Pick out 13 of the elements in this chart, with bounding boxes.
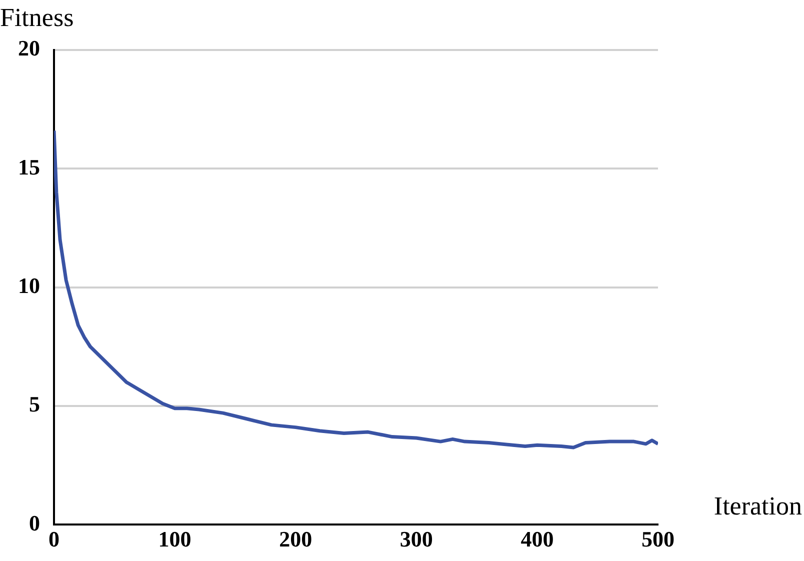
- y-tick-label: 15: [18, 154, 40, 180]
- x-tick-label: 400: [520, 526, 554, 552]
- x-tick-label: 0: [48, 526, 60, 552]
- x-tick-label: 100: [158, 526, 192, 552]
- x-tick-label: 200: [279, 526, 312, 552]
- y-tick-label: 5: [29, 392, 40, 417]
- y-axis-title: Fitness: [0, 2, 74, 32]
- y-tick-label: 0: [29, 510, 40, 536]
- y-tick-label: 10: [18, 272, 40, 298]
- x-axis-title: Iteration: [714, 491, 802, 520]
- x-tick-label: 300: [400, 526, 433, 552]
- y-tick-label: 20: [18, 36, 40, 61]
- x-tick-label: 500: [642, 526, 674, 552]
